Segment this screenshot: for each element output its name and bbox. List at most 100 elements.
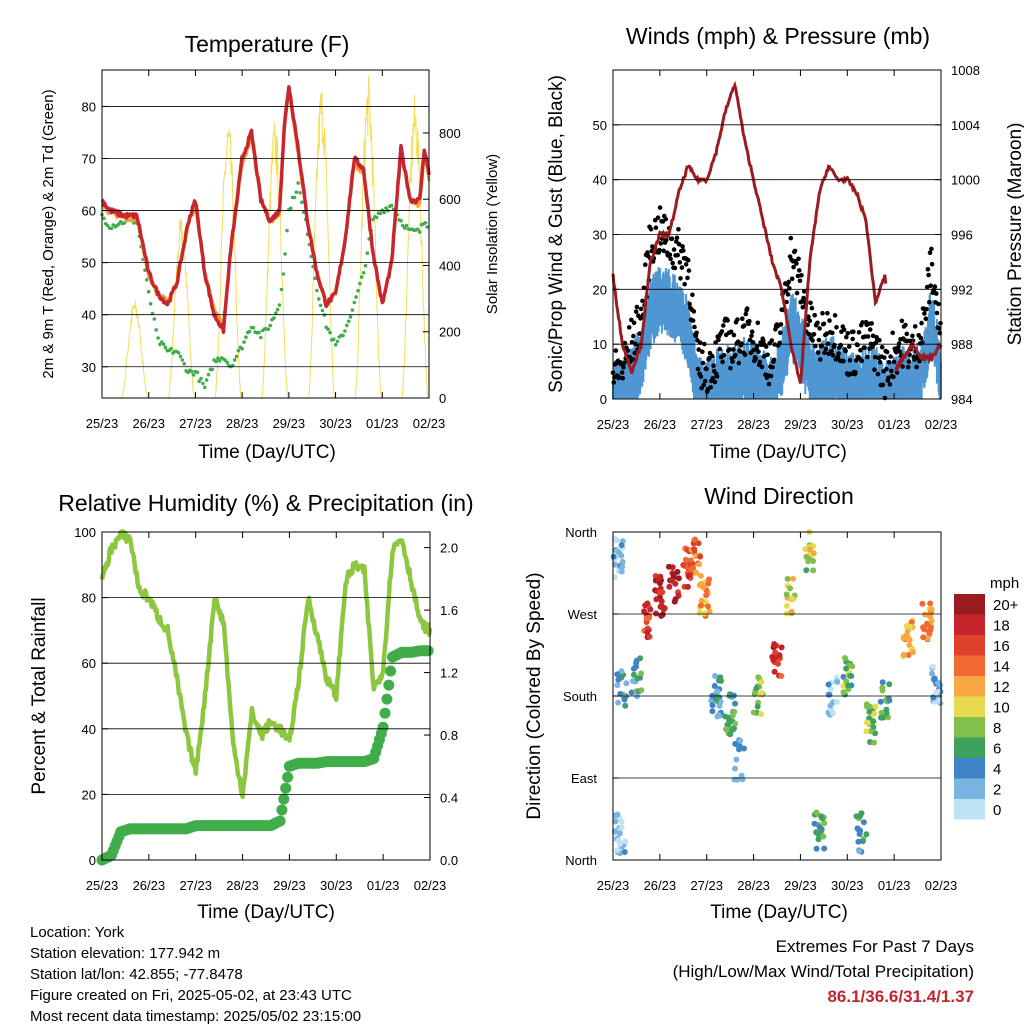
wind-direction-point: [811, 820, 818, 827]
wind-direction-point: [618, 668, 625, 675]
wind-direction-point: [877, 698, 884, 705]
wind-y2tick-label: 992: [951, 282, 973, 297]
wind-direction-point: [879, 679, 886, 686]
wind-gust-point: [797, 268, 802, 273]
wind-direction-point: [703, 592, 710, 599]
dewpoint-point: [333, 343, 338, 347]
wind-direction-point: [656, 580, 663, 587]
dewpoint-point: [272, 316, 276, 320]
wind-gust-point: [918, 335, 924, 341]
wind-direction-point: [711, 683, 718, 689]
wind-axes: 25/23 26/23 27/23 28/23 29/23 30/23 01/23 02/23…: [593, 63, 980, 432]
wind-gust-point: [692, 324, 697, 330]
wind-gust-point: [825, 310, 830, 316]
wind-gust-point: [721, 323, 726, 328]
direction-xtick-label: 29/23: [784, 878, 817, 893]
wind-direction-point: [612, 818, 619, 825]
temperature-ytick-label: 40: [82, 308, 96, 323]
wind-direction-point: [825, 691, 832, 698]
dewpoint-point: [384, 206, 388, 210]
precipitation-point: [381, 693, 393, 705]
wind-gust-point: [679, 265, 685, 270]
precipitation-point: [377, 721, 389, 733]
wind-gust-point: [862, 345, 867, 350]
wind-gust-point: [704, 366, 709, 372]
wind-direction-point: [696, 561, 703, 568]
wind-direction-point: [618, 568, 625, 575]
wind-gust-point: [903, 322, 908, 328]
wind-direction-point: [647, 606, 654, 613]
wind-gust-point: [669, 236, 675, 241]
wind-direction-point: [614, 682, 621, 689]
wind-gust-point: [785, 292, 791, 297]
wind-direction-point: [847, 672, 853, 679]
wind-gust-point: [683, 262, 689, 267]
wind-gust-point: [730, 347, 736, 352]
dewpoint-point: [156, 336, 160, 340]
dewpoint-point: [191, 373, 196, 377]
wind-gust-point: [708, 385, 713, 390]
wind-direction-point: [726, 717, 733, 724]
wind-gust-point: [836, 351, 841, 356]
wind-gust-point: [806, 331, 812, 337]
wind-gust-point: [830, 330, 835, 336]
wind-gust-point: [800, 304, 806, 310]
wind-gust-point: [841, 358, 846, 364]
dewpoint-point: [371, 217, 375, 222]
dewpoint-point: [382, 210, 387, 215]
humidity-ylabel-left: Percent & Total Rainfall: [29, 597, 50, 794]
humidity-xlabel: Time (Day/UTC): [197, 902, 335, 923]
direction-xtick-label: 27/23: [690, 878, 723, 893]
wind-gust-point: [674, 235, 680, 241]
wind-direction-point: [697, 572, 704, 579]
wind-direction-point: [658, 598, 665, 605]
wind-direction-point: [867, 728, 874, 735]
wind-direction-point: [622, 702, 629, 709]
wind-gust-point: [678, 276, 683, 281]
wind-gust-point: [853, 358, 859, 363]
wind-gust-point: [869, 321, 874, 326]
wind-direction-point: [615, 676, 622, 683]
wind-direction-point: [860, 819, 867, 826]
wind-gust-point: [749, 329, 755, 335]
wind-gust-point: [872, 354, 878, 360]
wind-gust-point: [740, 316, 745, 322]
extremes-box: Extremes For Past 7 Days (High/Low/Max W…: [673, 934, 974, 1009]
wind-direction-point: [653, 596, 660, 603]
wind-direction-point: [691, 546, 698, 553]
legend-swatch: [954, 717, 985, 738]
wind-gust-point: [808, 300, 813, 306]
wind-direction-point: [813, 809, 820, 816]
wind-gust-point: [865, 354, 870, 360]
wind-direction-point: [909, 649, 916, 656]
wind-direction-point: [714, 688, 721, 695]
wind-gust-point: [880, 382, 886, 388]
wind-gust-point: [872, 367, 877, 373]
legend-label: 16: [993, 638, 1010, 655]
humidity-axes: 25/23 26/23 27/23 28/23 29/23 30/23 01/23 02/23…: [74, 525, 458, 893]
temperature-xlabel: Time (Day/UTC): [198, 442, 336, 463]
wind-direction-point: [900, 635, 907, 642]
wind-direction-point: [790, 575, 796, 582]
wind-gust-point: [841, 327, 847, 333]
temperature-xtick-label: 02/23: [413, 416, 446, 431]
legend-swatch: [954, 696, 985, 717]
wind-gust-point: [890, 330, 895, 336]
wind-direction-point: [927, 600, 934, 607]
dewpoint-point: [423, 221, 428, 225]
wind-gust-point: [920, 340, 925, 345]
station-latlon: Station lat/lon: 42.855; -77.8478: [30, 966, 243, 983]
wind-gust-point: [855, 342, 860, 348]
wind-gust-point: [721, 352, 727, 358]
dewpoint-point: [300, 200, 304, 204]
wind-direction-point: [778, 673, 785, 679]
wind-gust-point: [749, 333, 754, 339]
dewpoint-point: [292, 195, 297, 200]
wind-direction-point: [619, 558, 626, 565]
wind-direction-point: [866, 708, 873, 715]
dewpoint-point: [346, 319, 351, 324]
wind-gust-point: [832, 342, 837, 348]
wind-title: Winds (mph) & Pressure (mb): [626, 23, 930, 49]
wind-direction-point: [758, 711, 764, 718]
wind-direction-point: [692, 536, 698, 543]
